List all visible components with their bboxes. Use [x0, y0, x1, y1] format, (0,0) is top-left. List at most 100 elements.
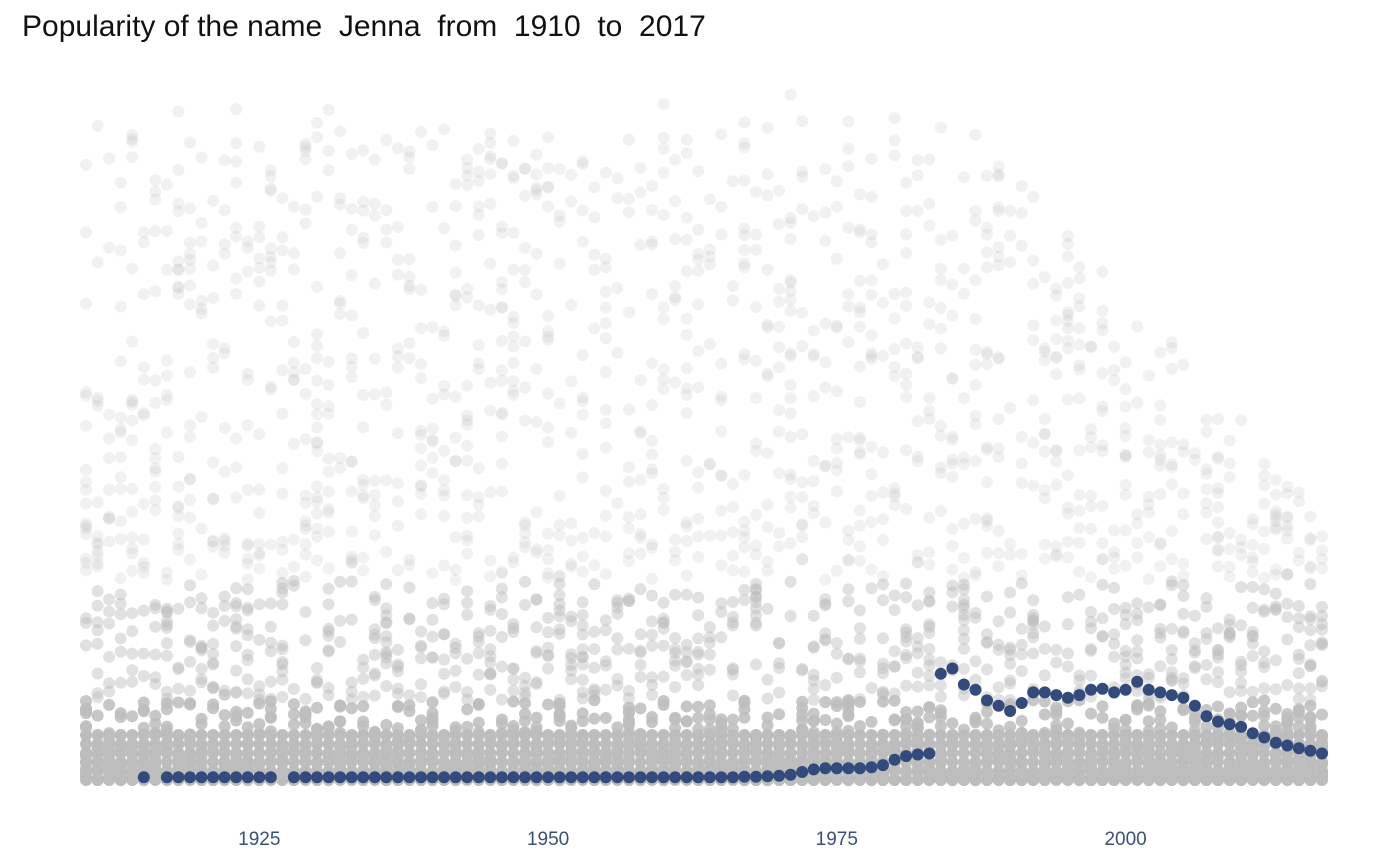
background-point	[1027, 747, 1040, 759]
background-point	[796, 491, 809, 503]
background-point	[553, 610, 566, 623]
background-point	[576, 756, 589, 768]
background-point	[1165, 575, 1178, 588]
background-point	[230, 491, 243, 504]
background-point	[1131, 738, 1144, 750]
background-point	[530, 677, 543, 690]
background-point	[149, 756, 162, 768]
background-point	[900, 713, 913, 726]
background-point	[738, 468, 751, 481]
background-point	[1304, 658, 1317, 671]
background-point	[1177, 704, 1190, 717]
background-point	[172, 197, 185, 210]
background-point	[484, 729, 497, 741]
background-point	[195, 592, 208, 605]
background-point	[1223, 729, 1236, 741]
background-point	[403, 337, 416, 350]
background-point	[726, 668, 739, 681]
background-point	[1061, 660, 1074, 673]
background-point	[103, 483, 116, 496]
background-point	[900, 591, 913, 604]
background-point	[773, 320, 786, 333]
background-point	[865, 682, 878, 694]
background-point	[91, 774, 104, 786]
background-point	[588, 683, 601, 696]
background-point	[230, 640, 243, 653]
background-point	[669, 756, 682, 768]
background-point	[842, 738, 855, 750]
background-point	[1281, 487, 1294, 500]
background-point	[103, 432, 116, 445]
background-point	[461, 720, 474, 733]
jenna-point	[1085, 683, 1097, 696]
background-point	[1131, 607, 1144, 620]
background-point	[888, 660, 901, 673]
background-point	[484, 404, 497, 417]
background-point	[969, 673, 982, 686]
background-point	[773, 662, 786, 674]
background-point	[1061, 469, 1074, 482]
background-point	[114, 300, 127, 313]
background-point	[1223, 738, 1236, 750]
background-point	[611, 192, 624, 205]
background-point	[542, 747, 555, 759]
background-point	[946, 278, 959, 291]
background-point	[1085, 489, 1097, 502]
background-point	[495, 608, 508, 621]
background-point	[403, 279, 416, 292]
background-point	[542, 649, 555, 662]
background-point	[114, 632, 127, 645]
background-point	[426, 321, 439, 334]
background-point	[715, 738, 728, 750]
background-point	[1108, 747, 1121, 759]
background-point	[426, 696, 439, 709]
background-point	[380, 386, 393, 399]
background-point	[599, 441, 612, 454]
background-point	[657, 670, 670, 683]
background-point	[738, 515, 751, 528]
background-point	[299, 705, 312, 718]
background-point	[1131, 536, 1144, 549]
background-point	[276, 658, 289, 671]
background-point	[750, 243, 762, 256]
background-point	[311, 507, 323, 520]
background-point	[380, 609, 393, 622]
background-point	[276, 738, 289, 750]
background-point	[1281, 729, 1294, 741]
background-point	[276, 729, 289, 741]
background-point	[1004, 720, 1017, 733]
background-point	[207, 729, 220, 741]
background-point	[1061, 756, 1074, 768]
background-point	[357, 231, 370, 244]
background-point	[357, 327, 370, 339]
background-point	[230, 756, 243, 768]
background-point	[646, 589, 658, 602]
background-point	[657, 301, 670, 314]
background-point	[507, 662, 520, 675]
jenna-point	[1188, 699, 1201, 712]
background-point	[888, 490, 901, 503]
background-point	[114, 515, 127, 528]
background-point	[738, 137, 751, 150]
background-point	[449, 299, 462, 312]
background-point	[1119, 672, 1132, 685]
background-point	[472, 143, 485, 155]
background-point	[368, 632, 381, 645]
background-point	[230, 622, 243, 635]
background-point	[1188, 729, 1201, 741]
background-point	[599, 659, 612, 672]
background-point	[1108, 581, 1121, 594]
background-point	[738, 348, 751, 361]
background-point	[103, 605, 116, 618]
background-point	[830, 774, 843, 786]
background-point	[830, 747, 843, 759]
background-point	[264, 645, 277, 658]
background-point	[1004, 747, 1017, 759]
background-point	[761, 367, 774, 380]
background-point	[368, 352, 381, 365]
background-point	[599, 756, 612, 768]
background-point	[761, 447, 774, 460]
background-point	[172, 756, 185, 768]
background-point	[195, 641, 208, 654]
background-point	[911, 680, 924, 693]
